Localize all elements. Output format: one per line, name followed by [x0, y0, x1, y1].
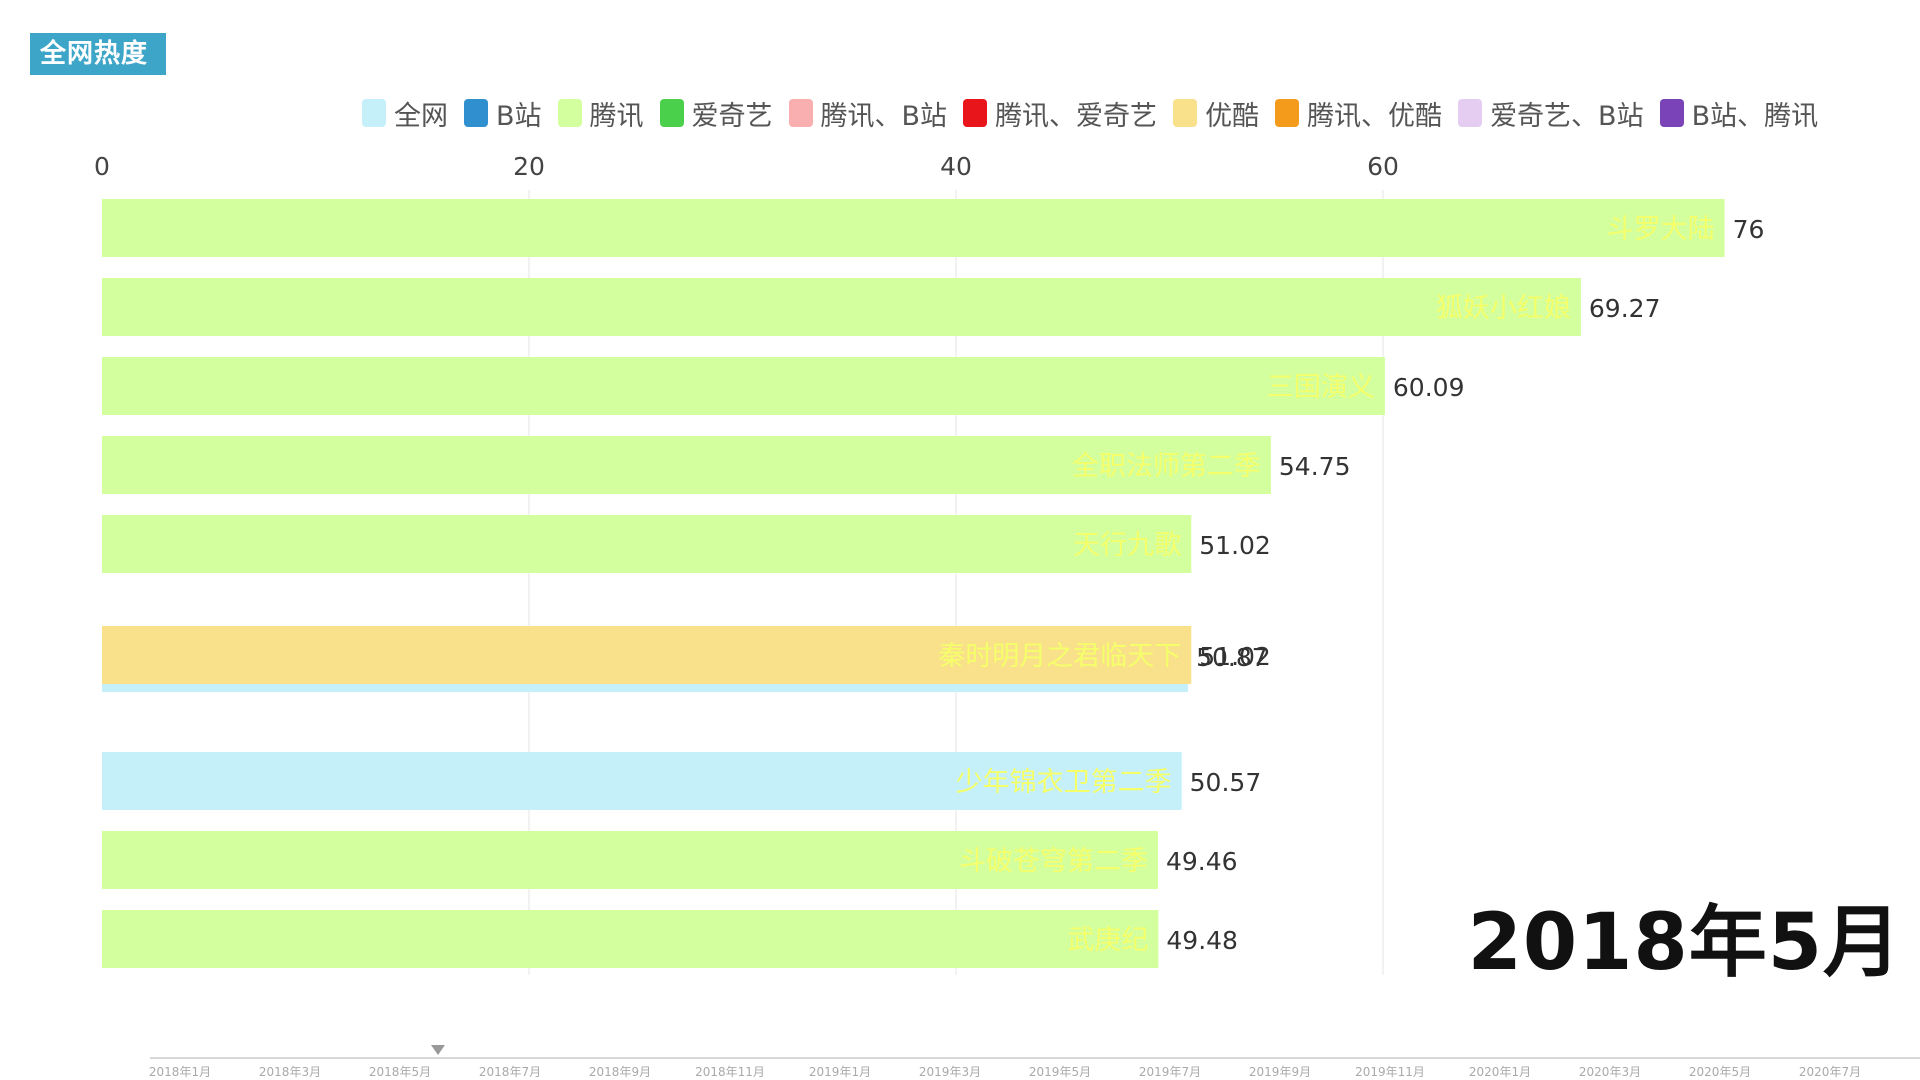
bar-label: 斗罗大陆 — [1607, 214, 1715, 245]
legend-swatch — [362, 99, 386, 127]
x-tick-label: 20 — [513, 152, 545, 181]
legend-item[interactable]: 爱奇艺 — [659, 94, 773, 133]
timeline-tick-label[interactable]: 2019年3月 — [918, 1065, 982, 1079]
legend-swatch — [788, 99, 813, 127]
x-tick-label: 60 — [1367, 152, 1399, 181]
chart-title-badge: 全网热度 — [30, 33, 166, 75]
bar-value-label: 76 — [1733, 215, 1765, 244]
legend-label: 优酷 — [1205, 100, 1260, 132]
legend-label: 腾讯、优酷 — [1307, 100, 1443, 132]
legend-swatch — [1275, 99, 1300, 127]
bar-value-label: 49.48 — [1166, 926, 1238, 955]
legend-label: 全网 — [394, 100, 448, 132]
bar — [102, 752, 1182, 810]
bar — [102, 831, 1158, 889]
bar-value-label: 69.27 — [1589, 294, 1661, 323]
timeline-tick-label[interactable]: 2018年3月 — [258, 1065, 322, 1079]
timeline-tick-label[interactable]: 2018年11月 — [695, 1065, 765, 1079]
bar-label: 少年锦衣卫第二季 — [956, 767, 1172, 798]
bar — [102, 199, 1725, 257]
timeline-track — [150, 1057, 1920, 1059]
legend-label: 腾讯、B站 — [820, 100, 948, 132]
legend-item[interactable]: 腾讯、优酷 — [1275, 94, 1442, 133]
bar-value-label: 50.87 — [1196, 643, 1268, 672]
legend-item[interactable]: 优酷 — [1173, 94, 1259, 133]
legend-label: 爱奇艺 — [691, 100, 773, 132]
timeline-slider[interactable]: 2018年1月 2018年3月 2018年5月 2018年7月 2018年9月 2018年… — [148, 1045, 1920, 1080]
x-tick-label: 0 — [94, 152, 110, 181]
timeline-tick-label[interactable]: 2019年7月 — [1138, 1065, 1202, 1079]
legend-item[interactable]: 腾讯 — [557, 94, 644, 133]
bar-value-label: 60.09 — [1393, 373, 1465, 402]
legend-swatch — [1173, 99, 1198, 127]
legend-label: 爱奇艺、B站 — [1490, 100, 1644, 132]
period-label: 2018年5月 — [1467, 898, 1902, 988]
legend-item[interactable]: B站 — [464, 94, 542, 133]
timeline-tick-label[interactable]: 2020年7月 — [1798, 1065, 1862, 1079]
bar — [102, 278, 1581, 336]
legend: 全网 B站 腾讯 爱奇艺 腾讯、B站 腾讯、爱奇艺 优酷 腾讯、优酷 爱奇艺、B站 B站、腾讯 — [362, 94, 1834, 132]
legend-swatch — [464, 99, 488, 127]
timeline-tick-label[interactable]: 2018年7月 — [478, 1065, 542, 1079]
bar-value-label: 51.02 — [1199, 642, 1271, 671]
legend-label: B站、腾讯 — [1691, 100, 1819, 132]
bar-chart: 0 20 40 60 斗罗大陆 76 狐妖小红娘 69.27 三国演义 60.09 全职法师第二季 5… — [94, 152, 1765, 975]
bar-label: 武庚纪 — [1067, 925, 1148, 956]
timeline-tick-label[interactable]: 2020年3月 — [1578, 1065, 1642, 1079]
legend-label: B站 — [496, 100, 542, 132]
timeline-tick-label[interactable]: 2019年1月 — [808, 1065, 872, 1079]
timeline-handle[interactable] — [431, 1045, 445, 1055]
legend-swatch — [1458, 99, 1483, 127]
bar-label: 斗破苍穹第二季 — [959, 846, 1148, 877]
bar-label: 三国演义 — [1267, 372, 1375, 403]
legend-item[interactable]: 腾讯、爱奇艺 — [963, 94, 1157, 133]
timeline-tick-label[interactable]: 2019年9月 — [1248, 1065, 1312, 1079]
legend-item[interactable]: B站、腾讯 — [1659, 94, 1819, 133]
bar — [102, 357, 1385, 415]
bar — [102, 626, 1192, 684]
timeline-tick-label[interactable]: 2020年5月 — [1688, 1065, 1752, 1079]
bar-value-label: 50.57 — [1190, 768, 1262, 797]
x-tick-label: 40 — [940, 152, 972, 181]
bar-label: 全职法师第二季 — [1072, 451, 1261, 482]
legend-item[interactable]: 爱奇艺、B站 — [1458, 94, 1644, 133]
timeline-tick-label[interactable]: 2019年11月 — [1355, 1065, 1425, 1079]
legend-label: 腾讯 — [589, 100, 644, 132]
timeline-tick-label[interactable]: 2020年1月 — [1468, 1065, 1532, 1079]
timeline-tick-label[interactable]: 2019年5月 — [1028, 1065, 1092, 1079]
timeline-tick-label[interactable]: 2018年1月 — [148, 1065, 212, 1079]
bar-value-label: 51.02 — [1199, 531, 1271, 560]
bar-value-label: 49.46 — [1166, 847, 1238, 876]
bar-label: 狐妖小红娘 — [1436, 293, 1571, 324]
bar-label: 秦时明月之君临天下 — [938, 641, 1181, 672]
bar-label: 天行九歌 — [1073, 530, 1181, 561]
timeline-tick-label[interactable]: 2018年5月 — [368, 1065, 432, 1079]
legend-swatch — [659, 99, 684, 127]
legend-item[interactable]: 腾讯、B站 — [788, 94, 948, 133]
bar — [102, 436, 1271, 494]
legend-swatch — [557, 99, 582, 127]
bar — [102, 515, 1192, 573]
legend-item[interactable]: 全网 — [362, 94, 448, 133]
bar-value-label: 54.75 — [1279, 452, 1351, 481]
bar — [102, 910, 1159, 968]
timeline-tick-label[interactable]: 2018年9月 — [588, 1065, 652, 1079]
legend-label: 腾讯、爱奇艺 — [995, 100, 1158, 132]
legend-swatch — [1659, 99, 1684, 127]
legend-swatch — [963, 99, 988, 127]
